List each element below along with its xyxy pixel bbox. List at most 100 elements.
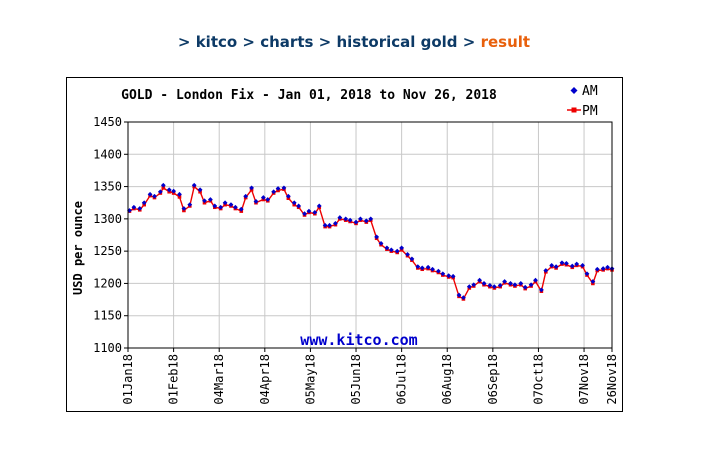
y-tick-label: 1350: [93, 180, 122, 194]
am-point: [333, 220, 338, 226]
axes: 1100 1150 1200 1250 1300 1350 1400 1450 01Jan18 0…: [93, 115, 619, 405]
am-point: [378, 240, 384, 246]
y-tick-label: 1450: [93, 115, 122, 129]
breadcrumb-link-charts[interactable]: charts: [260, 33, 314, 51]
x-tick-label: 04Mar18: [212, 354, 226, 405]
am-point: [353, 219, 359, 225]
am-point: [228, 202, 234, 208]
am-point: [207, 197, 213, 202]
legend-pm-label: PM: [582, 104, 598, 119]
am-point: [538, 287, 544, 293]
am-point: [157, 189, 163, 195]
am-point: [409, 256, 415, 262]
am-point: [446, 273, 452, 279]
y-axis-label: USD per ounce: [71, 201, 85, 295]
gold-chart: 1100 1150 1200 1250 1300 1350 1400 1450 01Jan18 0…: [66, 77, 623, 412]
breadcrumb-separator: >: [462, 33, 476, 51]
x-tick-label: 05Jun18: [349, 354, 363, 405]
am-point: [574, 261, 580, 267]
am-point: [508, 281, 513, 286]
am-point: [181, 206, 187, 211]
x-tick-label: 07Nov18: [577, 354, 591, 405]
am-point: [131, 204, 137, 210]
am-point: [415, 264, 421, 270]
breadcrumb-link-kitco[interactable]: kitco: [195, 33, 238, 51]
am-point: [569, 263, 575, 269]
am-point: [477, 277, 482, 283]
x-tick-label: 06Sep18: [486, 354, 500, 405]
breadcrumb: > kitco > charts > historical gold > res…: [0, 33, 708, 51]
legend: AM PM: [567, 84, 598, 119]
am-point: [440, 271, 446, 277]
legend-pm-marker: [571, 107, 577, 113]
am-point: [425, 264, 431, 270]
am-point: [450, 273, 456, 279]
chart-title: GOLD - London Fix - Jan 01, 2018 to Nov …: [121, 88, 497, 103]
am-point: [419, 265, 425, 271]
am-point: [232, 204, 238, 210]
y-tick-label: 1100: [93, 341, 122, 355]
am-point: [512, 282, 518, 288]
am-point: [316, 203, 322, 209]
am-point: [518, 281, 524, 286]
x-tick-label: 05May18: [303, 354, 317, 405]
am-point: [522, 284, 528, 290]
y-tick-label: 1300: [93, 212, 122, 226]
am-point: [394, 248, 400, 254]
x-tick-label: 06Aug18: [440, 354, 454, 405]
am-point: [171, 188, 177, 194]
am-point: [559, 260, 565, 266]
am-point: [563, 261, 569, 266]
am-point: [584, 271, 590, 277]
am-point: [405, 251, 410, 257]
am-point: [491, 284, 497, 290]
am-point: [368, 216, 374, 222]
am-point: [461, 295, 466, 301]
am-point: [187, 202, 193, 208]
am-point: [430, 266, 435, 272]
breadcrumb-link-historical-gold[interactable]: historical gold: [336, 33, 458, 51]
pm-point: [161, 186, 166, 190]
am-point: [347, 217, 353, 223]
y-tick-label: 1400: [93, 147, 122, 161]
am-point: [160, 182, 166, 188]
chart-canvas: 1100 1150 1200 1250 1300 1350 1400 1450 01Jan18 0…: [71, 84, 619, 405]
am-point: [456, 292, 462, 298]
am-point: [197, 187, 203, 193]
am-point: [553, 264, 559, 270]
am-point: [388, 247, 394, 253]
am-point: [343, 216, 349, 222]
am-point: [466, 284, 472, 290]
am-point: [152, 193, 157, 199]
x-tick-label: 07Oct18: [531, 354, 545, 405]
am-point: [327, 222, 332, 228]
am-point: [487, 282, 493, 288]
am-point: [177, 191, 182, 197]
am-point: [322, 222, 328, 228]
x-tick-label: 06Jul18: [395, 354, 409, 405]
plot-border: [127, 121, 613, 349]
am-point: [590, 279, 596, 284]
am-point: [265, 197, 271, 202]
pm-point: [177, 195, 182, 199]
grid: [127, 121, 613, 349]
x-tick-label: 01Feb18: [167, 354, 181, 405]
am-point: [374, 234, 380, 240]
am-point: [218, 204, 224, 210]
am-point: [436, 268, 441, 274]
am-point: [275, 186, 281, 191]
breadcrumb-separator: >: [177, 33, 191, 51]
am-point: [502, 279, 508, 284]
am-point: [528, 282, 534, 288]
breadcrumb-current: result: [480, 33, 531, 51]
am-point: [594, 266, 600, 272]
legend-am-label: AM: [582, 84, 598, 99]
am-point: [384, 245, 390, 251]
plot-area: [128, 122, 612, 348]
am-point: [243, 193, 249, 199]
am-point: [260, 195, 266, 200]
am-point: [600, 266, 606, 271]
am-point: [296, 203, 302, 209]
am-point: [285, 193, 291, 199]
am-point: [399, 245, 405, 251]
